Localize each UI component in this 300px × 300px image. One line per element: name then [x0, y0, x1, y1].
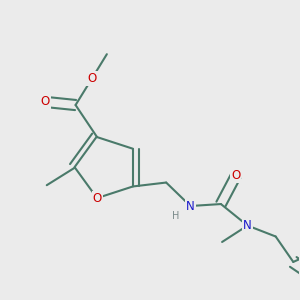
Text: O: O	[40, 95, 50, 108]
Text: O: O	[92, 192, 102, 205]
Text: H: H	[172, 211, 179, 221]
Text: O: O	[87, 72, 97, 85]
Text: N: N	[186, 200, 195, 212]
Text: N: N	[243, 219, 252, 232]
Text: O: O	[231, 169, 240, 182]
